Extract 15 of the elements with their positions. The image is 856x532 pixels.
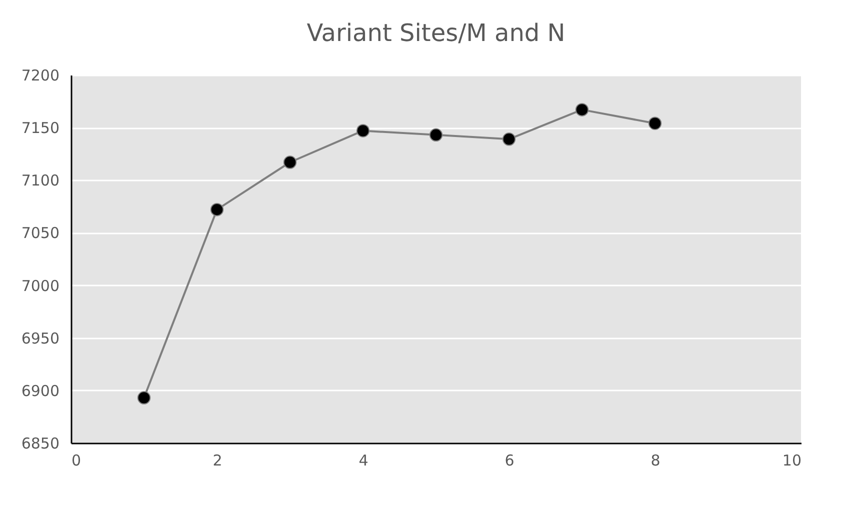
y-tick-label: 6950 <box>21 329 60 348</box>
chart-title: Variant Sites/M and N <box>306 19 566 47</box>
x-tick-label: 2 <box>212 452 222 470</box>
y-tick-label: 7050 <box>21 224 60 242</box>
y-tick-label: 7150 <box>21 119 60 138</box>
x-tick-label: 0 <box>72 452 82 470</box>
y-tick-label: 7200 <box>21 66 60 84</box>
x-tick-label: 4 <box>358 452 368 470</box>
x-tick-label: 10 <box>782 452 802 470</box>
y-tick-label: 7100 <box>21 172 60 190</box>
x-tick-label: 8 <box>650 452 660 470</box>
y-tick-label: 7000 <box>21 276 60 295</box>
y-tick-label: 6900 <box>21 382 60 400</box>
y-tick-label: 6850 <box>21 434 60 452</box>
x-tick-label: 6 <box>504 452 514 470</box>
